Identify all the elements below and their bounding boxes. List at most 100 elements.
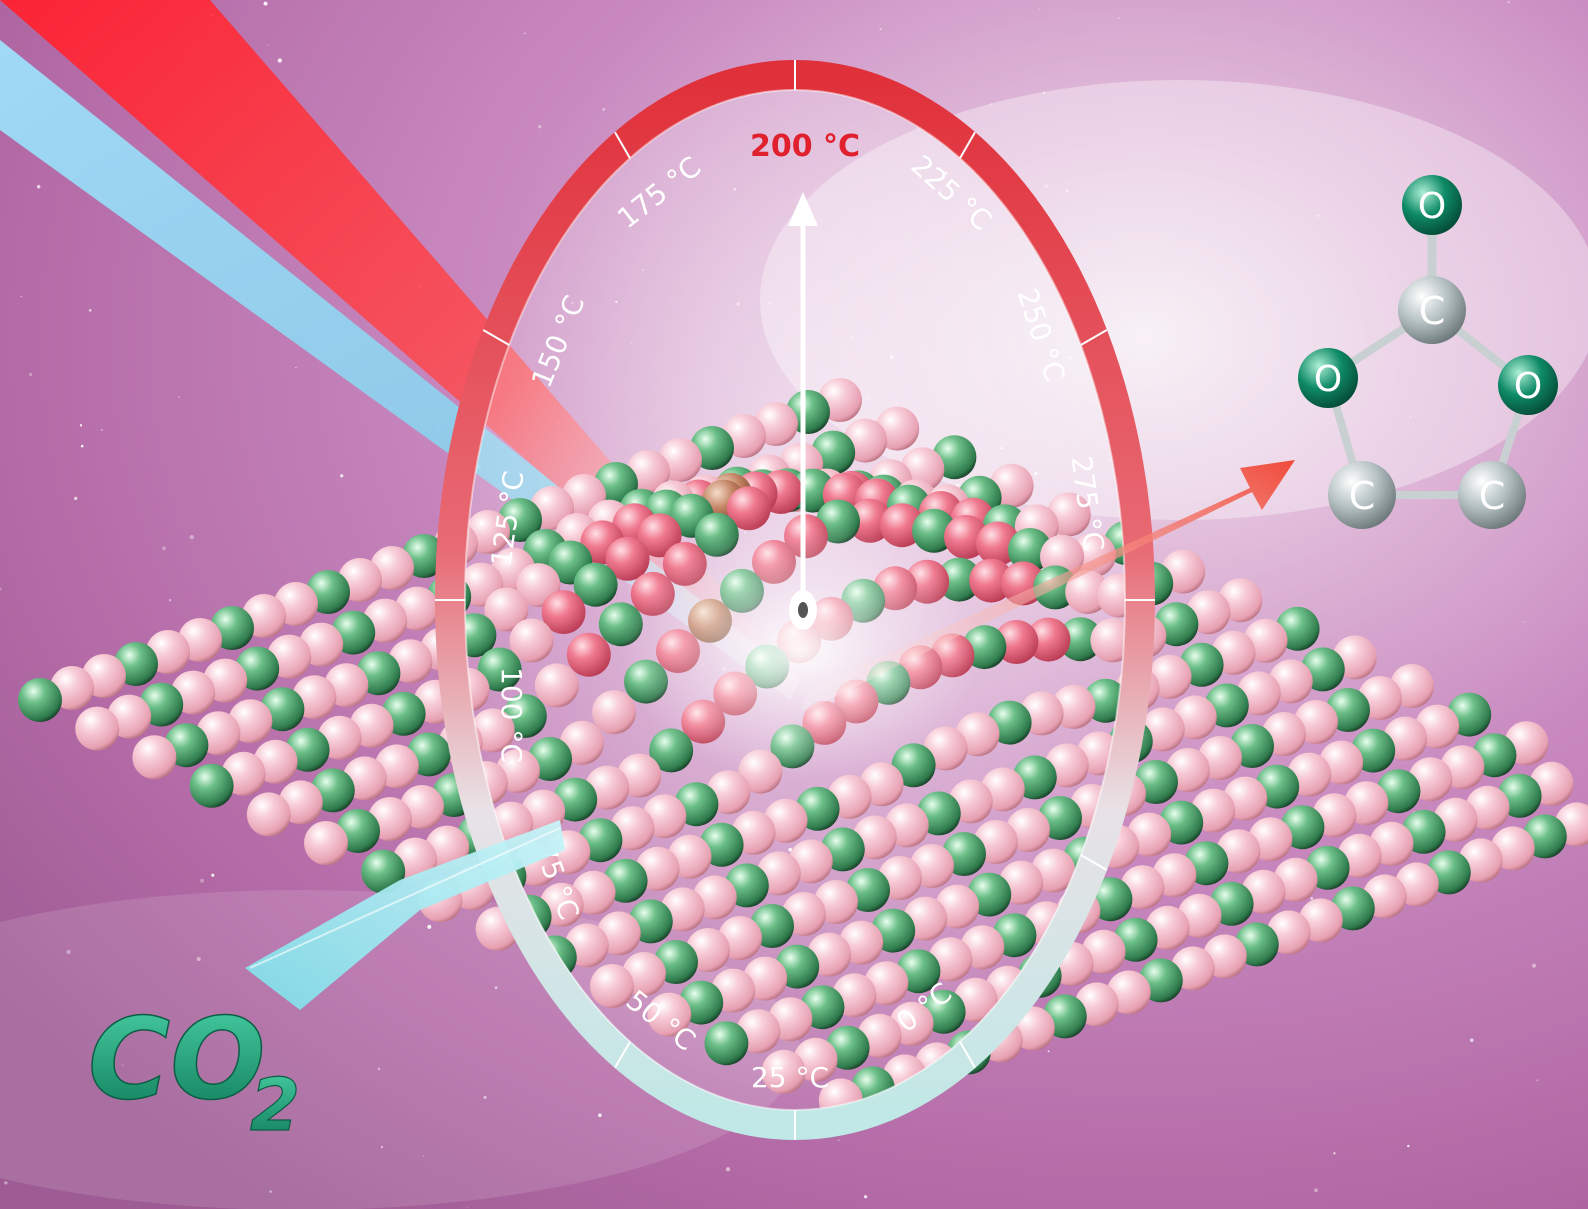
star [1507, 1, 1510, 4]
star [602, 107, 606, 111]
lattice-atom-hot [969, 558, 1014, 603]
star [80, 444, 84, 448]
star [200, 878, 205, 883]
lattice-atom-pink [75, 706, 120, 751]
co2-subscript: 2 [250, 1063, 300, 1147]
ring-ticks [435, 60, 1155, 1140]
co2-input-arrow [245, 820, 565, 1010]
star [36, 184, 41, 189]
star [1317, 214, 1320, 217]
lattice-atom-pink [484, 587, 529, 632]
dial-label-100: 100 °C [495, 667, 528, 763]
product-arrow [800, 460, 1295, 710]
star [1310, 897, 1314, 900]
ring-tick [482, 329, 510, 346]
star [598, 1113, 602, 1118]
star [88, 309, 92, 312]
star [1042, 91, 1046, 94]
lattice-atom-pink [1065, 570, 1110, 615]
dial-label-25: 25 °C [751, 1061, 829, 1094]
atom-c-carbonyl-label: C [1419, 289, 1446, 333]
star [168, 598, 172, 602]
atom-c-right-label: C [1479, 474, 1506, 518]
star [863, 1195, 868, 1199]
star [494, 986, 498, 990]
ring-tick [959, 131, 976, 159]
star [66, 949, 71, 955]
ring-tick [1080, 854, 1108, 871]
co2-label: CO 2 [87, 994, 300, 1147]
star [340, 474, 344, 478]
atom-c-carbonyl [1398, 276, 1466, 344]
star [1333, 1152, 1336, 1155]
star [1273, 497, 1276, 499]
lattice-atom-pink [132, 735, 177, 780]
star [29, 372, 33, 377]
lattice-atom-pink [246, 792, 291, 837]
star [121, 1064, 124, 1066]
star [837, 1139, 840, 1141]
lattice-atom-green [361, 849, 406, 894]
lattice-atom-hot [1026, 617, 1071, 662]
star [1536, 1079, 1539, 1082]
star [178, 395, 180, 398]
star [211, 873, 215, 877]
star [989, 103, 993, 106]
star [79, 424, 83, 427]
lattice-atom-green [477, 647, 522, 692]
star [269, 1190, 272, 1193]
star [189, 534, 194, 540]
star [162, 546, 166, 551]
star [1117, 16, 1120, 19]
star [277, 58, 282, 63]
lattice-atom-hot [541, 590, 586, 635]
star [1470, 1038, 1474, 1042]
star [20, 295, 23, 298]
lattice-atom-hot [566, 632, 611, 677]
lattice-atom-hot [726, 486, 771, 531]
cyclic-carbonate-molecule: O C O O C C [1298, 175, 1558, 529]
reaction-glow [620, 520, 980, 780]
star [725, 1167, 731, 1172]
star [74, 496, 78, 501]
ring-tick [1080, 329, 1108, 346]
star [1044, 184, 1048, 188]
lattice-atom-pink [534, 663, 579, 708]
lattice-atom-green [704, 1021, 749, 1066]
lattice-atom-green [573, 562, 618, 607]
atom-o-left [1298, 348, 1358, 408]
atom-o-left-label: O [1314, 359, 1342, 400]
ring-tick [614, 1041, 631, 1069]
atom-o-carbonyl-label: O [1418, 186, 1446, 227]
star [1409, 415, 1412, 418]
star [196, 956, 201, 962]
atom-o-right-label: O [1514, 366, 1542, 407]
star [1047, 1050, 1050, 1053]
star [1254, 164, 1257, 167]
lattice-atom-green [189, 763, 234, 808]
atom-o-carbonyl [1402, 175, 1462, 235]
star [1150, 386, 1152, 388]
atom-c-left [1328, 461, 1396, 529]
star [380, 1146, 383, 1148]
star [483, 1095, 487, 1099]
star [1523, 621, 1525, 623]
star [466, 1206, 469, 1208]
lattice-atom-green [18, 678, 62, 722]
lattice-atom-pink [647, 992, 692, 1037]
atom-c-right [1458, 461, 1526, 529]
star [983, 119, 985, 121]
lattice-atom-pink [509, 618, 554, 663]
star [524, 32, 526, 34]
star [267, 44, 269, 46]
lattice-atom-green [1058, 617, 1103, 662]
star [0, 587, 2, 591]
star [263, 1, 268, 6]
ring-tick [959, 1041, 976, 1069]
star [1065, 189, 1069, 193]
star [1407, 1144, 1410, 1148]
lattice-atom-hot [605, 536, 650, 581]
star [427, 924, 432, 929]
star [295, 366, 297, 369]
